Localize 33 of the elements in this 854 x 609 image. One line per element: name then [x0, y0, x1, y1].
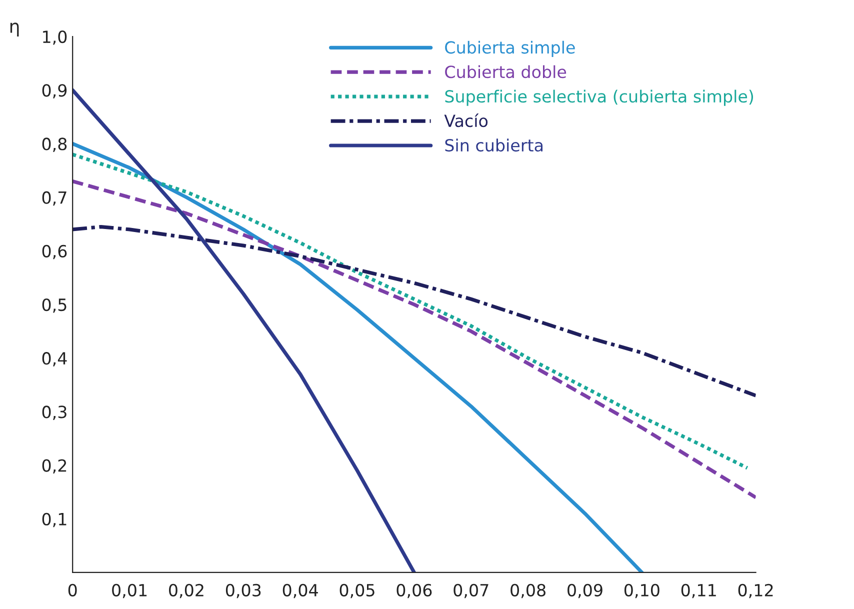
- y-tick-label: 0,8: [42, 138, 67, 152]
- x-tick-label: 0,01: [112, 584, 147, 598]
- y-tick-label: 0,7: [42, 191, 66, 206]
- x-tick-label: 0,10: [624, 584, 660, 598]
- text: Sin cubierta: [445, 138, 542, 152]
- y-tick-label: 0,6: [42, 244, 67, 260]
- x-tick-label: 0: [68, 584, 77, 596]
- x-tick-label: 0,09: [568, 584, 602, 598]
- x-tick-label: 0,04: [282, 584, 318, 598]
- x-tick-label: 0,08: [510, 584, 546, 598]
- x-tick-label: 0,02: [169, 584, 204, 598]
- x-tick-label: 0,03: [226, 584, 261, 598]
- line-series: [72, 88, 416, 572]
- x-tick-label: 0,12: [738, 584, 773, 598]
- x-tick-label: 0,07: [454, 584, 488, 598]
- y-tick-label: 0,9: [42, 84, 67, 98]
- line-series: [72, 152, 750, 470]
- y-tick-label: 0,4: [42, 352, 67, 366]
- text: Vacío: [444, 114, 488, 128]
- y-tick-label: 0,1: [42, 512, 66, 528]
- y-tick-label: 0,3: [42, 406, 66, 420]
- x-tick-label: 0,06: [396, 584, 432, 598]
- text: Cubierta doble: [445, 65, 566, 78]
- y-axis-title: η: [10, 22, 19, 37]
- text: Superficie selectiva (cubierta simple): [445, 90, 754, 106]
- y-tick-label: 0,2: [42, 459, 66, 474]
- text: Cubierta simple: [445, 40, 575, 57]
- line-series: [72, 179, 756, 500]
- x-tick-label: 0,11: [681, 584, 716, 598]
- y-tick-label: 0,5: [42, 298, 66, 313]
- line-series: [72, 224, 756, 398]
- x-tick-label: 0,05: [340, 584, 374, 598]
- y-tick-label: 1,0: [43, 30, 67, 45]
